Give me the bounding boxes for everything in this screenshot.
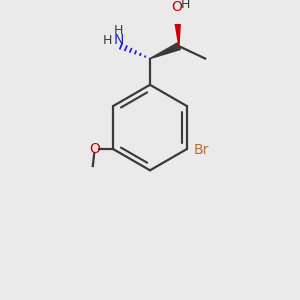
Text: O: O <box>171 0 182 14</box>
Polygon shape <box>150 43 180 58</box>
Text: Br: Br <box>194 143 209 157</box>
Text: H: H <box>103 34 112 46</box>
Text: H: H <box>114 24 124 37</box>
Text: N: N <box>114 33 124 47</box>
Polygon shape <box>175 21 180 46</box>
Text: H: H <box>181 0 190 11</box>
Text: O: O <box>89 142 100 156</box>
